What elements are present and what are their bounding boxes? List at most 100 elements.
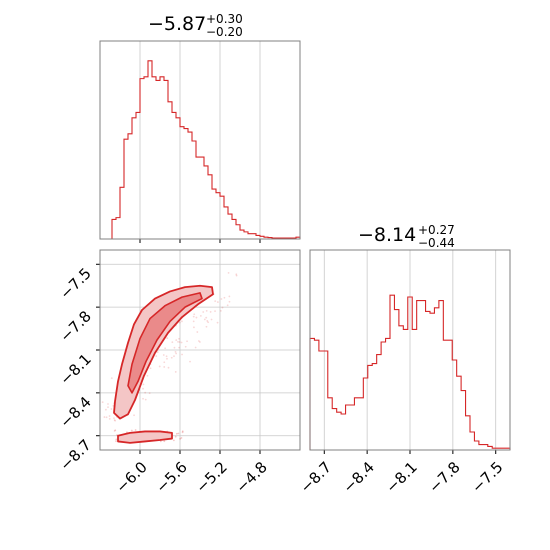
param2-title-minus: −0.44: [418, 236, 455, 250]
scatter-point: [146, 374, 149, 377]
scatter-point: [163, 366, 166, 368]
scatter-point: [196, 331, 199, 333]
joint-x-tick-label: −4.8: [232, 458, 270, 496]
scatter-point: [114, 419, 117, 422]
scatter-point: [155, 355, 158, 357]
scatter-point: [179, 437, 182, 440]
scatter-point: [216, 321, 219, 324]
scatter-point: [214, 300, 217, 303]
scatter-point: [174, 371, 177, 373]
scatter-point: [209, 311, 212, 313]
contour-inner: [127, 292, 203, 394]
scatter-point: [171, 341, 174, 344]
scatter-point: [159, 440, 162, 443]
param1-title-plus: +0.30: [206, 12, 243, 26]
scatter-point: [227, 271, 230, 274]
scatter-point: [175, 352, 178, 355]
scatter-point: [197, 340, 200, 342]
param2-x-tick-label: −7.5: [468, 458, 506, 496]
scatter-point: [206, 320, 209, 322]
scatter-point: [148, 392, 151, 395]
joint-y-tick-label: −8.7: [56, 436, 94, 474]
scatter-point: [178, 337, 180, 340]
joint-density-panel: −6.0 −5.6 −5.2 −4.8 −8.7 −8.4 −8.1 −7.8 −7.5: [56, 249, 301, 497]
scatter-point: [184, 345, 187, 348]
scatter-point: [205, 316, 208, 319]
param2-title: −8.14: [358, 224, 416, 246]
scatter-point: [181, 320, 183, 323]
scatter-point: [108, 417, 111, 420]
param2-x-tick-label: −8.1: [382, 458, 420, 496]
scatter-point: [115, 440, 117, 443]
scatter-point: [181, 430, 184, 433]
scatter-point: [166, 337, 169, 340]
scatter-point: [162, 354, 165, 356]
param1-title: −5.87: [148, 13, 206, 35]
scatter-point: [144, 398, 147, 401]
scatter-point: [180, 437, 183, 439]
scatter-point: [223, 296, 226, 299]
scatter-point: [194, 346, 197, 349]
scatter-point: [175, 339, 178, 342]
param1-title-minus: −0.20: [206, 25, 243, 39]
scatter-point: [133, 414, 135, 417]
scatter-point: [130, 429, 133, 432]
scatter-point: [203, 318, 206, 321]
scatter-point: [173, 346, 176, 349]
scatter-point: [177, 340, 179, 343]
scatter-point: [174, 350, 177, 353]
scatter-point: [166, 357, 168, 360]
scatter-point: [228, 300, 231, 303]
param2-x-tick-label: −8.4: [339, 458, 377, 496]
scatter-point: [107, 406, 109, 409]
scatter-point: [178, 321, 181, 324]
param2-x-tick-label: −8.7: [297, 458, 335, 496]
scatter-point: [207, 321, 210, 324]
scatter-point: [192, 315, 195, 318]
scatter-point: [192, 320, 195, 323]
scatter-point: [193, 313, 196, 316]
scatter-point: [202, 311, 205, 313]
scatter-point: [164, 347, 167, 350]
scatter-point: [177, 432, 180, 435]
scatter-point: [210, 318, 213, 321]
scatter-point: [221, 306, 224, 309]
param2-x-tick-label: −7.8: [425, 458, 463, 496]
scatter-point: [158, 365, 161, 368]
scatter-point: [113, 417, 115, 420]
scatter-point: [220, 298, 223, 300]
scatter-point: [110, 377, 113, 380]
param2-histogram-panel: −8.7 −8.4 −8.1 −7.8 −7.5: [297, 249, 511, 497]
joint-x-tick-label: −6.0: [112, 458, 150, 496]
scatter-point: [156, 351, 159, 354]
scatter-point: [134, 429, 137, 431]
scatter-point: [144, 391, 147, 394]
axes-frame: [99, 40, 301, 240]
scatter-point: [107, 403, 109, 405]
scatter-point: [219, 309, 222, 312]
contour-bottom-lobe: [117, 430, 173, 444]
scatter-point: [205, 325, 208, 328]
scatter-point: [226, 304, 229, 307]
scatter-point: [163, 440, 166, 443]
scatter-point: [193, 326, 195, 329]
scatter-point: [173, 355, 175, 358]
scatter-point: [228, 295, 231, 298]
scatter-point: [101, 401, 104, 404]
scatter-point: [174, 435, 177, 438]
scatter-point: [105, 416, 108, 419]
scatter-point: [104, 408, 107, 411]
scatter-point: [180, 341, 183, 344]
scatter-point: [235, 273, 238, 276]
scatter-point: [175, 432, 178, 435]
joint-y-tick-label: −7.8: [56, 307, 94, 345]
scatter-point: [113, 419, 116, 421]
scatter-point: [108, 415, 111, 417]
scatter-point: [178, 346, 181, 349]
param1-histogram-panel: [99, 40, 301, 243]
scatter-point: [114, 429, 117, 432]
scatter-point: [165, 355, 168, 358]
contour-outer: [113, 284, 214, 420]
scatter-point: [189, 360, 191, 363]
